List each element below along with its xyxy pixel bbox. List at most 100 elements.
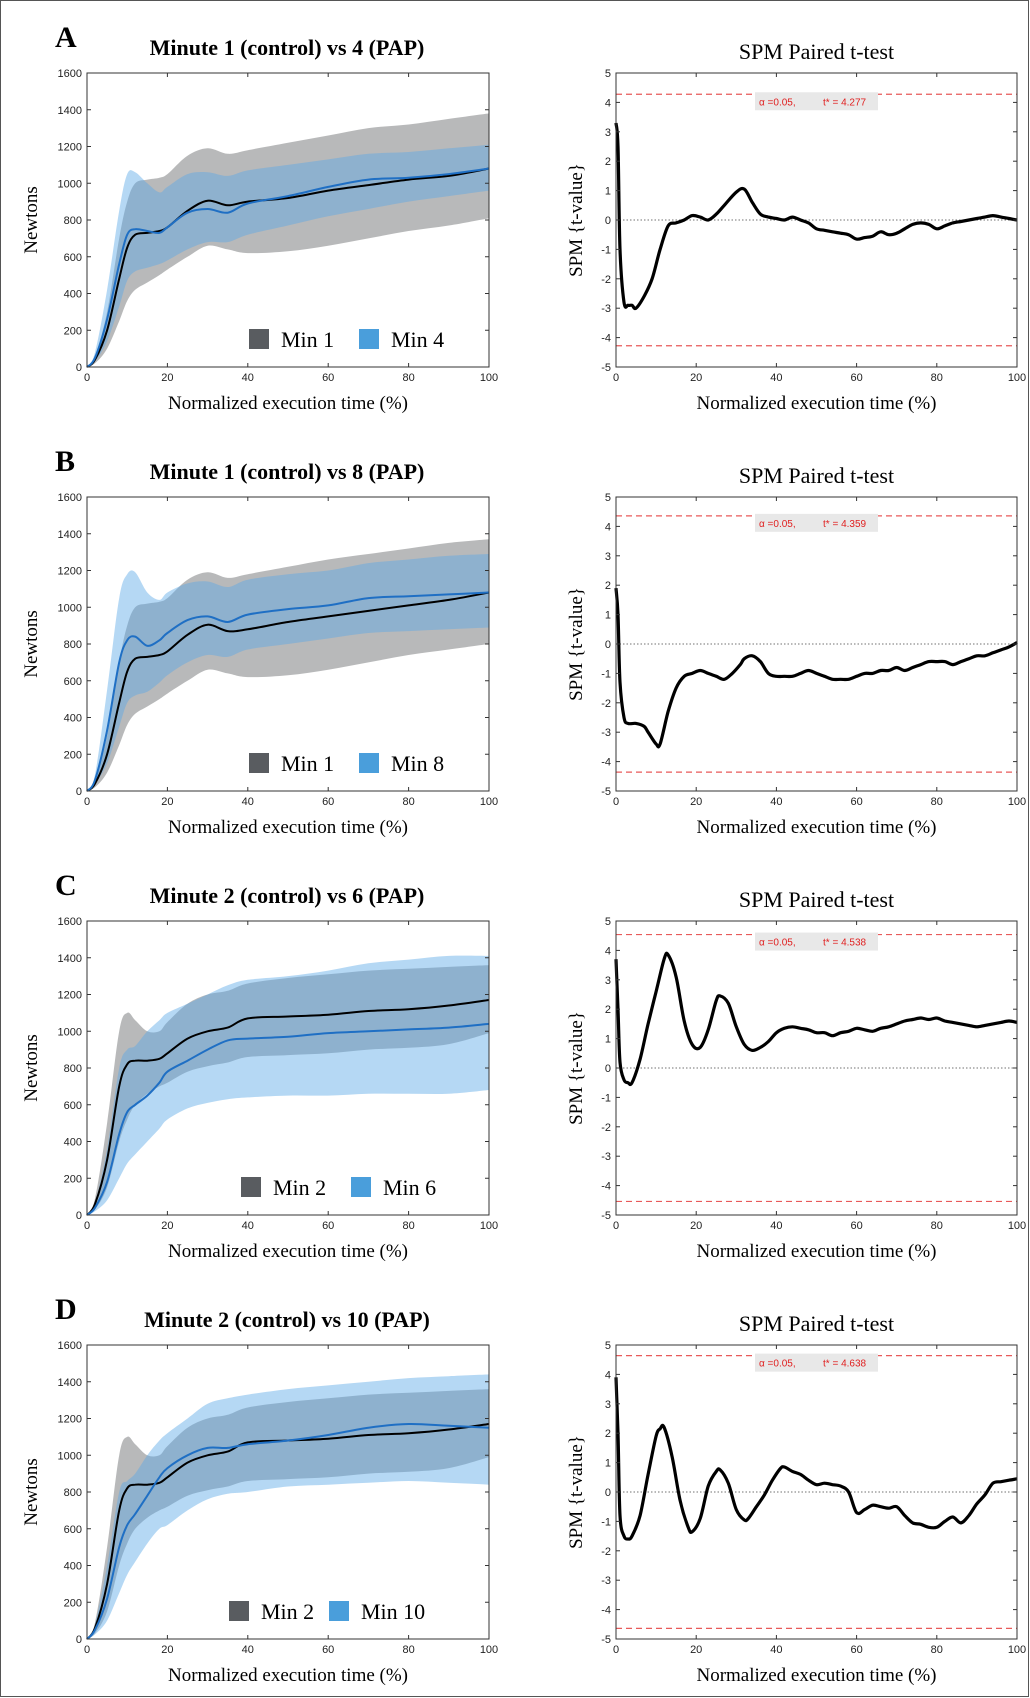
y-tick-label: -1 — [601, 1092, 611, 1104]
y-tick-label: 200 — [64, 749, 82, 761]
y-tick-label: 3 — [605, 551, 611, 563]
y-tick-label: 800 — [64, 1063, 82, 1075]
y-tick-label: 1 — [605, 1034, 611, 1046]
x-tick-label: 0 — [84, 796, 90, 808]
y-tick-label: 1600 — [58, 1340, 82, 1352]
y-tick-label: 1 — [605, 186, 611, 198]
y-tick-label: 4 — [605, 945, 611, 957]
y-tick-label: 0 — [605, 215, 611, 227]
sd-band-min-1 — [87, 539, 489, 791]
chart-title: SPM Paired t-test — [739, 1311, 894, 1336]
x-tick-label: 40 — [242, 1644, 254, 1656]
y-tick-label: 4 — [605, 1369, 611, 1381]
y-tick-label: -2 — [601, 698, 611, 710]
x-tick-label: 100 — [1008, 1220, 1026, 1232]
mean-line-min-6 — [86, 1022, 490, 1216]
x-axis-label: Normalized execution time (%) — [168, 393, 408, 414]
y-tick-label: 400 — [64, 289, 82, 301]
y-tick-label: 1200 — [58, 142, 82, 154]
y-tick-label: 200 — [64, 325, 82, 337]
y-axis-label: SPM {t-value} — [566, 1435, 587, 1549]
critical-t-label: t* = 4.277 — [823, 97, 867, 108]
x-axis-label: Normalized execution time (%) — [696, 1665, 936, 1686]
x-tick-label: 60 — [850, 1644, 862, 1656]
y-tick-label: 0 — [605, 1063, 611, 1075]
x-tick-label: 100 — [1008, 796, 1026, 808]
legend-swatch — [351, 1177, 371, 1197]
y-tick-label: 800 — [64, 1487, 82, 1499]
x-tick-label: 80 — [402, 372, 414, 384]
y-tick-label: 5 — [605, 492, 611, 504]
x-tick-label: 20 — [161, 372, 173, 384]
x-tick-label: 60 — [850, 796, 862, 808]
x-tick-label: 40 — [770, 1644, 782, 1656]
y-tick-label: -5 — [601, 786, 611, 798]
y-tick-label: 400 — [64, 713, 82, 725]
mean-line-min-2 — [86, 999, 490, 1216]
y-tick-label: 600 — [64, 676, 82, 688]
x-axis-label: Normalized execution time (%) — [168, 1241, 408, 1262]
legend-label: Min 2 — [261, 1599, 314, 1624]
legend-swatch — [359, 753, 379, 773]
alpha-label: α =0.05, — [759, 519, 796, 530]
x-tick-label: 0 — [613, 796, 619, 808]
force-panel-C: C Minute 2 (control) vs 6 (PAP) 0 20 40 60 80 1… — [21, 869, 498, 1262]
threshold-label-box — [755, 513, 878, 532]
sd-band-min-8 — [87, 554, 489, 791]
y-tick-label: 1000 — [58, 602, 82, 614]
y-tick-label: -4 — [601, 333, 611, 345]
y-tick-label: 0 — [605, 639, 611, 651]
y-tick-label: -2 — [601, 1546, 611, 1558]
y-axis-label: Newtons — [21, 1458, 42, 1526]
legend-label: Min 10 — [361, 1599, 425, 1624]
spm-t-curve — [614, 122, 1018, 311]
mean-line-min-1 — [86, 167, 490, 368]
y-tick-label: 1400 — [58, 529, 82, 541]
x-tick-label: 80 — [931, 372, 943, 384]
y-tick-label: 1000 — [58, 1026, 82, 1038]
legend-swatch — [229, 1601, 249, 1621]
x-tick-label: 0 — [84, 1644, 90, 1656]
spm-t-curve — [614, 587, 1018, 749]
x-tick-label: 40 — [770, 372, 782, 384]
y-axis-label: Newtons — [21, 610, 42, 678]
y-tick-label: 600 — [64, 1100, 82, 1112]
x-tick-label: 60 — [322, 796, 334, 808]
legend-label: Min 8 — [391, 751, 444, 776]
legend-label: Min 1 — [281, 751, 334, 776]
y-tick-label: 1 — [605, 1458, 611, 1470]
x-tick-label: 0 — [84, 1220, 90, 1232]
critical-t-label: t* = 4.359 — [823, 519, 867, 530]
y-tick-label: -5 — [601, 1634, 611, 1646]
y-tick-label: 200 — [64, 1173, 82, 1185]
y-tick-label: 400 — [64, 1137, 82, 1149]
y-tick-label: 1200 — [58, 990, 82, 1002]
x-tick-label: 20 — [690, 372, 702, 384]
y-tick-label: -3 — [601, 727, 611, 739]
x-tick-label: 80 — [931, 796, 943, 808]
x-tick-label: 20 — [161, 1220, 173, 1232]
y-tick-label: -3 — [601, 1575, 611, 1587]
chart-title: Minute 1 (control) vs 8 (PAP) — [150, 459, 425, 484]
chart-title: Minute 1 (control) vs 4 (PAP) — [150, 35, 425, 60]
alpha-label: α =0.05, — [759, 97, 796, 108]
y-tick-label: 1200 — [58, 566, 82, 578]
chart-title: SPM Paired t-test — [739, 887, 894, 912]
y-tick-label: 1600 — [58, 68, 82, 80]
y-tick-label: 600 — [64, 1524, 82, 1536]
x-tick-label: 20 — [161, 796, 173, 808]
threshold-label-box — [755, 92, 878, 111]
y-tick-label: 5 — [605, 68, 611, 80]
sd-band-min-6 — [87, 955, 489, 1215]
mean-line-min-10 — [86, 1422, 490, 1640]
y-tick-label: 200 — [64, 1597, 82, 1609]
x-tick-label: 100 — [480, 796, 498, 808]
x-tick-label: 0 — [84, 372, 90, 384]
spm-t-curve — [614, 1377, 1018, 1541]
mean-line-min-1 — [86, 591, 490, 792]
x-tick-label: 80 — [931, 1644, 943, 1656]
sd-band-min-4 — [87, 144, 489, 367]
